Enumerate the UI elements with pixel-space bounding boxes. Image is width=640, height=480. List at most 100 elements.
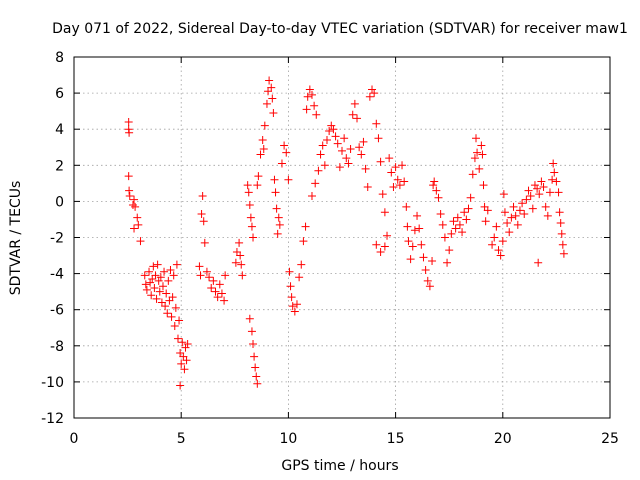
data-point	[199, 217, 208, 226]
data-point	[196, 271, 205, 280]
data-point	[277, 159, 286, 168]
data-point	[557, 229, 566, 238]
data-point	[158, 282, 167, 291]
data-point	[290, 307, 299, 316]
data-point	[449, 217, 458, 226]
data-point	[311, 179, 320, 188]
data-point	[395, 181, 404, 190]
data-point	[182, 356, 191, 365]
y-tick-label: -8	[50, 339, 64, 355]
data-point	[515, 206, 524, 215]
data-point	[130, 224, 139, 233]
data-point	[134, 220, 143, 229]
data-point	[468, 170, 477, 179]
x-axis-label: GPS time / hours	[281, 458, 398, 474]
data-point	[447, 229, 456, 238]
data-point	[198, 191, 207, 200]
data-point	[274, 213, 283, 222]
data-point	[247, 327, 256, 336]
data-point	[344, 159, 353, 168]
data-point	[522, 195, 531, 204]
data-point	[526, 191, 535, 200]
data-point	[541, 202, 550, 211]
data-point	[466, 193, 475, 202]
data-point	[357, 150, 366, 159]
x-tick-label: 25	[601, 431, 619, 447]
data-point	[154, 276, 163, 285]
data-point	[520, 210, 529, 219]
data-point	[359, 137, 368, 146]
data-point	[505, 228, 514, 237]
data-point	[483, 206, 492, 215]
data-point	[438, 220, 447, 229]
data-point	[552, 177, 561, 186]
data-point	[238, 271, 247, 280]
data-point	[530, 181, 539, 190]
data-point	[160, 267, 169, 276]
data-point	[460, 208, 469, 217]
data-point	[511, 211, 520, 220]
x-tick-label: 15	[387, 431, 405, 447]
data-point	[365, 92, 374, 101]
data-point	[480, 202, 489, 211]
data-point	[314, 166, 323, 175]
data-point	[380, 208, 389, 217]
data-point	[425, 282, 434, 291]
data-point	[164, 276, 173, 285]
data-point	[259, 145, 268, 154]
data-point	[507, 213, 516, 222]
data-point	[142, 285, 151, 294]
data-point	[342, 154, 351, 163]
y-tick-label: -6	[50, 303, 64, 319]
data-point	[146, 278, 155, 287]
data-point	[250, 352, 259, 361]
data-point	[312, 110, 321, 119]
data-point	[455, 220, 464, 229]
data-point	[166, 265, 175, 274]
x-tick-label: 5	[177, 431, 186, 447]
data-point	[490, 233, 499, 242]
data-point	[430, 177, 439, 186]
y-axis-ticks: -12 -10 -8 -6 -4 -2 0 2 4 6 8	[41, 50, 610, 427]
data-point	[470, 154, 479, 163]
data-point	[152, 294, 161, 303]
data-point	[406, 255, 415, 264]
data-point	[417, 240, 426, 249]
data-point	[421, 265, 430, 274]
data-point	[217, 289, 226, 298]
data-point	[176, 381, 185, 390]
y-tick-label: -4	[50, 267, 64, 283]
data-point	[318, 141, 327, 150]
data-point	[243, 181, 252, 190]
data-point	[177, 359, 186, 368]
data-point	[236, 251, 245, 260]
data-point	[331, 132, 340, 141]
data-point	[325, 127, 334, 136]
data-point	[271, 188, 280, 197]
data-point	[175, 316, 184, 325]
data-point	[197, 210, 206, 219]
data-point	[353, 114, 362, 123]
data-point	[202, 267, 211, 276]
data-point	[429, 181, 438, 190]
data-point	[368, 85, 377, 94]
data-point	[400, 177, 409, 186]
data-point	[472, 134, 480, 143]
data-point	[436, 210, 445, 219]
data-point	[280, 141, 289, 150]
data-point	[130, 195, 139, 204]
data-point	[253, 379, 262, 388]
data-point	[285, 267, 294, 276]
data-point	[262, 99, 271, 108]
data-point	[265, 76, 274, 85]
data-point	[533, 184, 542, 193]
data-point	[136, 237, 145, 246]
data-point	[215, 280, 224, 289]
y-tick-label: 2	[55, 158, 64, 174]
data-point	[256, 150, 265, 159]
data-point	[545, 188, 554, 197]
data-point	[213, 293, 222, 302]
data-point	[348, 110, 357, 119]
data-point	[245, 314, 254, 323]
